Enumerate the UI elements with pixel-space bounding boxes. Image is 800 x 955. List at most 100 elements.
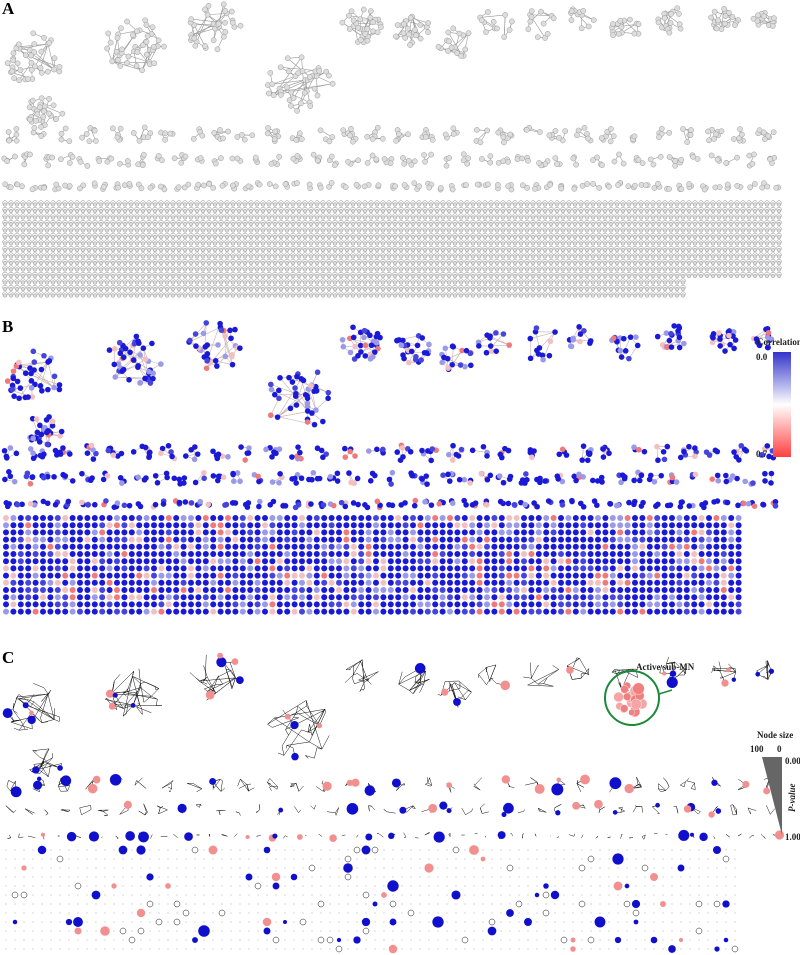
network-node (578, 247, 584, 253)
network-node (602, 267, 608, 272)
network-node (218, 202, 224, 207)
network-node (170, 254, 176, 259)
network-node (470, 221, 476, 227)
network-node (548, 202, 554, 207)
network-node (398, 234, 404, 240)
network-node (14, 273, 20, 279)
network-node (188, 267, 194, 272)
network-node (512, 202, 518, 207)
network-node (530, 228, 536, 233)
network-node (77, 158, 84, 165)
network-node (302, 208, 308, 214)
network-node (278, 208, 284, 214)
network-node (11, 75, 17, 82)
network-node (32, 241, 38, 246)
network-node (662, 260, 668, 266)
network-node (260, 215, 266, 220)
network-node (200, 182, 207, 189)
network-node (284, 267, 290, 272)
network-node (477, 139, 484, 146)
network-node (278, 234, 284, 240)
network-node (416, 221, 422, 227)
network-node (500, 228, 506, 233)
network-node (44, 208, 50, 214)
network-node (236, 260, 242, 266)
network-node (44, 260, 50, 266)
network-node (470, 254, 476, 259)
network-node (248, 273, 254, 279)
network-node (674, 221, 680, 227)
network-node (14, 241, 20, 246)
network-node (506, 202, 512, 207)
network-node (482, 247, 488, 253)
network-node (278, 241, 284, 246)
network-node (41, 34, 47, 41)
network-node (464, 202, 470, 207)
network-node (212, 221, 218, 227)
network-node (425, 20, 432, 26)
network-node (296, 234, 302, 240)
network-node (116, 273, 122, 279)
network-node (530, 234, 536, 240)
network-node (374, 228, 380, 233)
network-node (428, 215, 434, 220)
network-node (212, 241, 218, 246)
network-node (572, 241, 578, 246)
network-node (230, 228, 236, 233)
network-node (362, 208, 368, 214)
network-node (308, 260, 314, 266)
network-node (266, 234, 272, 240)
network-node (302, 241, 308, 246)
network-node (350, 221, 356, 227)
network-node (705, 128, 711, 135)
network-node (566, 254, 572, 259)
network-node (674, 247, 680, 253)
network-node (107, 39, 114, 46)
network-node (338, 202, 344, 207)
network-node (656, 202, 662, 207)
network-node (38, 260, 44, 266)
network-node (50, 260, 56, 266)
network-node (680, 267, 686, 272)
network-node (692, 215, 698, 220)
network-node (512, 234, 518, 240)
network-node (56, 267, 62, 272)
network-node (692, 254, 698, 259)
network-node (254, 221, 260, 227)
network-node (417, 35, 424, 42)
network-node (722, 241, 728, 246)
network-node (701, 186, 708, 193)
network-node (728, 202, 734, 207)
network-node (14, 60, 21, 67)
network-node (62, 221, 68, 227)
network-node (458, 202, 464, 207)
network-node (458, 260, 464, 266)
network-node (488, 215, 494, 220)
network-node (620, 273, 626, 279)
network-edge (18, 62, 32, 81)
network-node (92, 228, 98, 233)
network-node (514, 156, 521, 163)
network-node (578, 241, 584, 246)
network-node (344, 208, 350, 214)
network-node (638, 247, 644, 253)
network-node (290, 247, 296, 253)
network-node (638, 267, 644, 272)
network-node (464, 247, 470, 253)
network-node (692, 208, 698, 214)
network-node (422, 260, 428, 266)
network-node (674, 215, 680, 220)
network-node (338, 241, 344, 246)
network-node (116, 260, 122, 266)
network-node (4, 60, 11, 66)
network-node (344, 247, 350, 253)
network-node (536, 215, 542, 220)
network-node (452, 234, 458, 240)
network-node (428, 273, 434, 279)
network-node (494, 241, 500, 246)
network-node (434, 215, 440, 220)
network-node (650, 202, 656, 207)
network-node (554, 234, 560, 240)
network-node (518, 273, 524, 279)
network-node (10, 57, 17, 64)
